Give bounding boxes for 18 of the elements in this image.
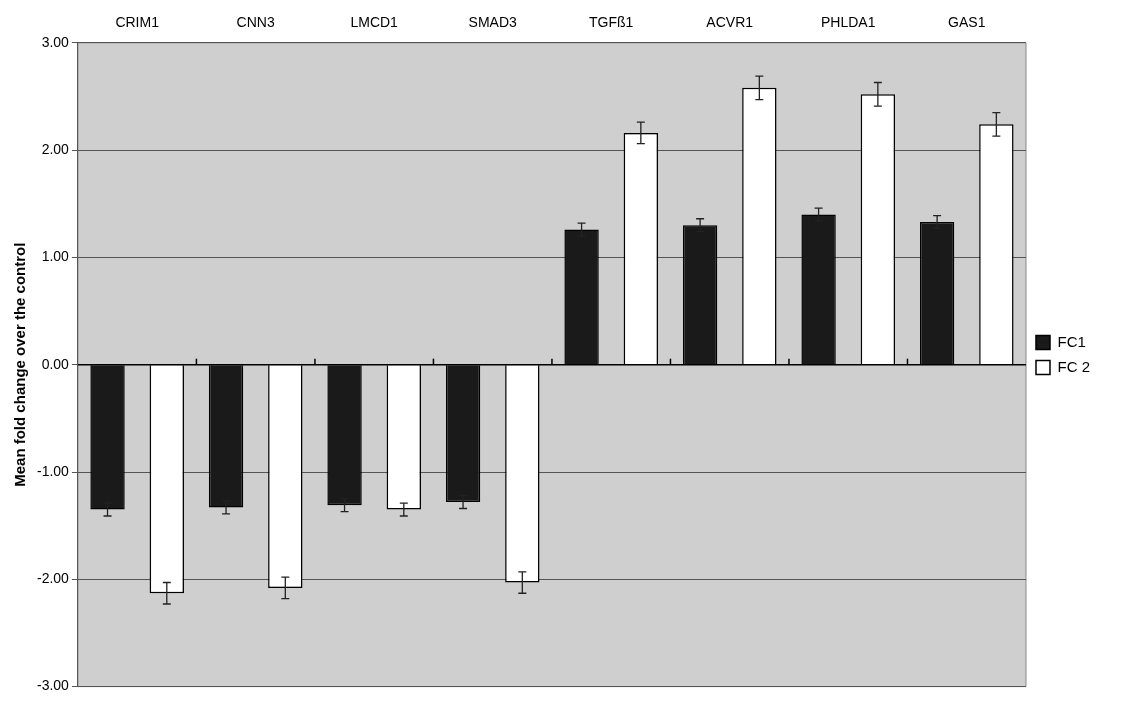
y-axis-title: Mean fold change over the control (11, 242, 29, 487)
y-tick-label: -3.00 (36, 677, 70, 694)
x-tick-label: CRIM1 (115, 14, 160, 31)
y-tick-label: 3.00 (41, 33, 70, 50)
x-tick-label: GAS1 (948, 14, 986, 31)
y-tick-label: -1.00 (36, 462, 70, 479)
x-tick-label: CNN3 (236, 14, 275, 31)
y-tick-label: 1.00 (41, 248, 70, 265)
x-tick-label: LMCD1 (350, 14, 399, 31)
x-tick-label: SMAD3 (468, 14, 518, 31)
y-tick-label: 2.00 (41, 140, 70, 157)
x-tick-label: PHLDA1 (820, 14, 876, 31)
legend-label: FC1 (1057, 332, 1086, 350)
y-tick-label: 0.00 (41, 355, 70, 372)
x-tick-label: ACVR1 (706, 14, 754, 31)
x-tick-label: TGFß1 (589, 14, 634, 31)
y-tick-label: -2.00 (36, 570, 70, 587)
legend-label: FC 2 (1057, 357, 1091, 375)
